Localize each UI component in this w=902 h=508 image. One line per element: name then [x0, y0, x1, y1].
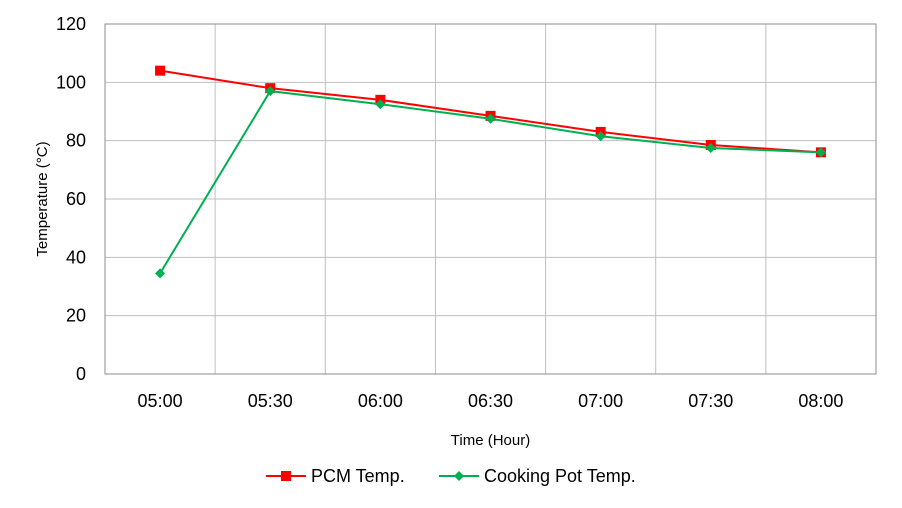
y-tick-label: 40 — [66, 247, 86, 267]
x-axis-ticks: 05:00 05:30 06:00 06:30 07:00 07:30 08:00 — [138, 391, 844, 411]
data-point — [375, 99, 386, 110]
legend-item: PCM Temp. — [266, 466, 405, 486]
y-tick-label: 80 — [66, 131, 86, 151]
data-point — [155, 268, 166, 279]
x-tick-label: 07:00 — [578, 391, 623, 411]
legend: PCM Temp. Cooking Pot Temp. — [266, 466, 636, 486]
data-point — [595, 131, 606, 142]
y-tick-label: 20 — [66, 306, 86, 326]
series-cooking-pot-temp — [155, 86, 826, 279]
series-pcm-temp — [155, 65, 826, 158]
y-axis-title: Temperature (°C) — [34, 141, 51, 256]
x-tick-label: 08:00 — [798, 391, 843, 411]
legend-marker — [281, 471, 291, 481]
plot-area — [104, 23, 877, 375]
y-tick-label: 120 — [56, 14, 86, 34]
gridlines — [105, 23, 876, 375]
legend-label: PCM Temp. — [311, 466, 405, 486]
series-lines — [155, 65, 826, 279]
data-point — [265, 86, 276, 97]
x-tick-label: 06:30 — [468, 391, 513, 411]
data-point — [155, 65, 166, 76]
x-tick-label: 05:30 — [248, 391, 293, 411]
x-tick-label: 07:30 — [688, 391, 733, 411]
y-axis-ticks: 0 20 40 60 80 100 120 — [56, 14, 86, 384]
x-axis-title: Time (Hour) — [451, 432, 530, 449]
data-point — [485, 113, 496, 124]
y-tick-label: 0 — [76, 364, 86, 384]
x-tick-label: 05:00 — [138, 391, 183, 411]
y-tick-label: 100 — [56, 72, 86, 92]
legend-item: Cooking Pot Temp. — [439, 466, 636, 486]
data-point — [815, 147, 826, 158]
x-tick-label: 06:00 — [358, 391, 403, 411]
legend-label: Cooking Pot Temp. — [484, 466, 636, 486]
legend-marker — [454, 471, 464, 481]
y-tick-label: 60 — [66, 189, 86, 209]
data-point — [705, 142, 716, 153]
